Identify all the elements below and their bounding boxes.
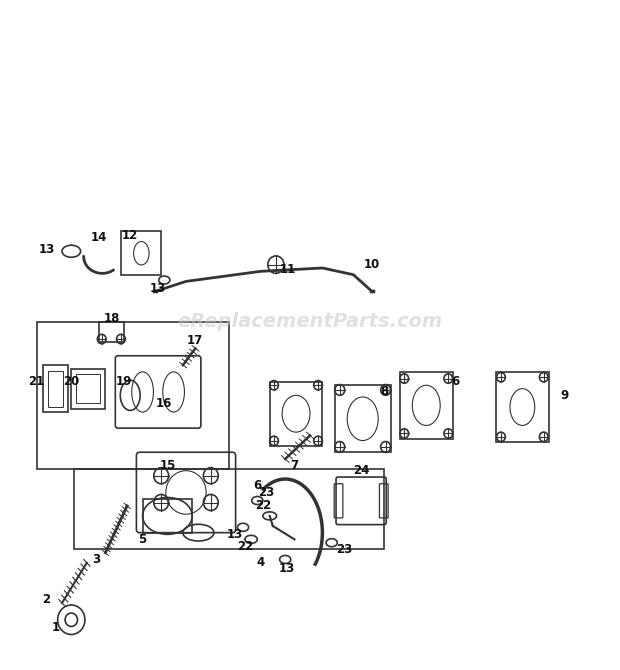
- Text: 16: 16: [156, 397, 172, 410]
- Text: 6: 6: [451, 375, 460, 389]
- Text: 15: 15: [159, 459, 175, 472]
- Text: 8: 8: [380, 385, 389, 399]
- Text: 2: 2: [42, 593, 51, 606]
- Text: 13: 13: [226, 528, 242, 541]
- Text: 18: 18: [104, 312, 120, 325]
- Text: 13: 13: [38, 243, 55, 257]
- Text: 10: 10: [364, 258, 380, 271]
- Text: 13: 13: [150, 281, 166, 295]
- Text: 23: 23: [259, 486, 275, 499]
- Text: 23: 23: [336, 543, 352, 556]
- Text: 19: 19: [116, 375, 132, 389]
- Text: 3: 3: [92, 553, 100, 566]
- Text: 22: 22: [237, 539, 253, 553]
- Text: 22: 22: [255, 499, 272, 513]
- Text: 9: 9: [560, 389, 569, 402]
- Text: eReplacementParts.com: eReplacementParts.com: [177, 312, 443, 331]
- Text: 1: 1: [51, 621, 60, 634]
- Text: 21: 21: [28, 375, 44, 389]
- Text: 13: 13: [278, 561, 294, 575]
- Text: 14: 14: [91, 231, 107, 245]
- Text: 12: 12: [122, 229, 138, 243]
- Text: 11: 11: [280, 263, 296, 276]
- Text: 17: 17: [187, 334, 203, 347]
- Text: 5: 5: [138, 533, 147, 546]
- Text: 7: 7: [290, 459, 299, 472]
- Text: 20: 20: [63, 375, 79, 389]
- Text: 24: 24: [353, 464, 370, 477]
- Text: 4: 4: [256, 556, 265, 570]
- Text: 6: 6: [253, 479, 262, 492]
